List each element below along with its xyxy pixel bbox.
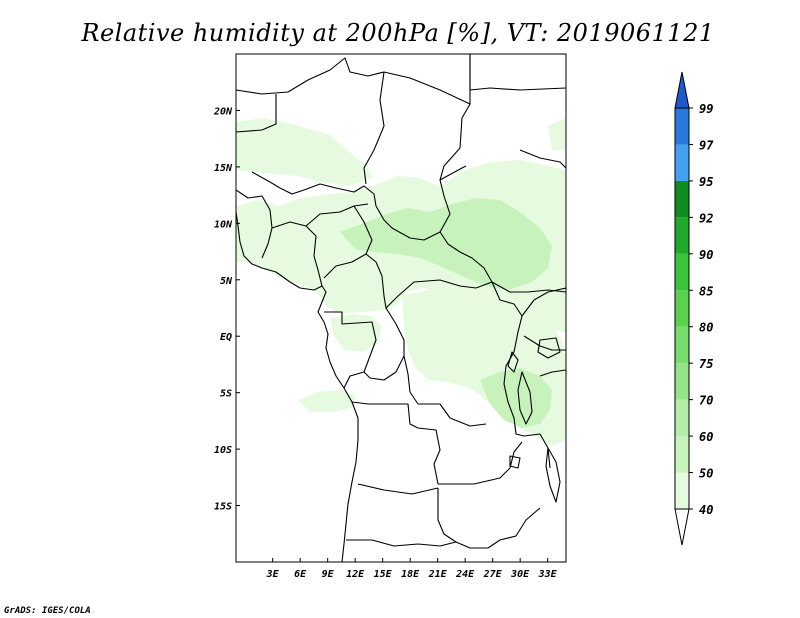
y-tick-label: 10S [214,445,232,456]
colorbar: 40 50 60 70 75 80 85 90 92 95 97 99 [674,71,714,546]
x-tick-label: 18E [401,569,420,580]
colorbar-bottom-arrow [674,508,690,546]
x-tick-label: 21E [428,569,448,580]
y-tick-label: 15N [214,163,233,174]
colorbar-segment [675,217,689,254]
colorbar-top-arrow [674,71,690,109]
colorbar-level-label: 99 [699,102,713,116]
country-borders [236,54,566,562]
colorbar-level-label: 40 [699,503,713,517]
colorbar-segment [675,326,689,364]
colorbar-level-label: 85 [699,284,713,298]
colorbar-level-label: 80 [699,321,713,335]
x-tick-label: 3E [266,569,280,580]
colorbar-level-label: 75 [699,357,713,371]
grads-credit: GrADS: IGES/COLA [4,606,91,616]
x-tick-label: 30E [510,569,530,580]
humidity-region-east-rift [480,368,552,428]
x-tick-label: 6E [294,569,307,580]
x-tick-label: 24E [455,569,475,580]
atlantic-coastline [236,211,359,562]
colorbar-segment [675,472,689,509]
humidity-region-northeast [548,118,566,150]
y-tick-label: EQ [220,332,232,343]
colorbar-level-label: 70 [699,394,713,408]
colorbar-segment [675,108,689,145]
y-tick-label: 5N [220,276,233,287]
y-tick-label: 20N [213,106,233,117]
colorbar-segment [675,253,689,291]
x-tick-label: 9E [322,569,335,580]
colorbar-segment [675,436,689,473]
humidity-region-southwest [298,390,356,412]
x-axis-ticks: 3E 6E 9E 12E 15E 18E 21E 24E 27E 30E 33E [266,558,558,580]
colorbar-segment [675,363,689,400]
x-tick-label: 15E [374,569,393,580]
x-tick-label: 33E [538,569,558,580]
colorbar-level-label: 50 [699,467,713,481]
colorbar-segment [675,290,689,327]
colorbar-level-label: 90 [699,248,713,262]
colorbar-frame [674,107,690,510]
colorbar-level-label: 97 [699,138,714,152]
y-tick-label: 10N [214,219,233,230]
colorbar-level-label: 60 [699,430,713,444]
y-tick-label: 5S [220,389,232,400]
x-tick-label: 27E [483,569,503,580]
colorbar-segment [675,144,689,181]
colorbar-level-label: 95 [699,175,713,189]
colorbar-level-label: 92 [699,211,713,225]
y-tick-label: 15S [214,502,232,513]
map-panel: 3E 6E 9E 12E 15E 18E 21E 24E 27E 30E 33E 20N 15N 10N… [213,53,567,580]
map-frame [235,53,567,563]
map-title: Relative humidity at 200hPa [%], VT: 201… [80,19,714,47]
colorbar-segment [675,399,689,437]
y-axis-ticks: 20N 15N 10N 5N EQ 5S 10S 15S [213,106,240,513]
humidity-region-northwest [236,118,372,186]
humidity-region-core [340,198,552,290]
x-tick-label: 12E [346,569,365,580]
colorbar-segment [675,180,689,218]
